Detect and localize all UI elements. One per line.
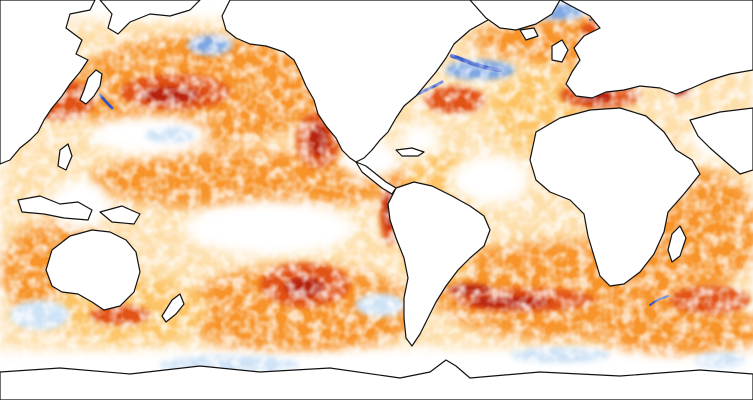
land-iceland [519, 27, 539, 41]
land-asia-west [0, 0, 96, 165]
land-ne-siberia [99, 0, 201, 35]
land-south-america [387, 181, 491, 347]
land-africa [529, 107, 701, 287]
land-antarctica [0, 359, 753, 400]
land-australia [45, 229, 141, 311]
land-madagascar [667, 225, 687, 263]
land-indonesia [17, 195, 93, 221]
land-arabia [689, 107, 753, 175]
land-new-guinea [99, 205, 141, 225]
land-philippines [57, 143, 73, 171]
land-caribbean [395, 147, 425, 157]
land-europe [559, 0, 753, 99]
land-new-zealand [161, 293, 185, 323]
land-greenland [469, 0, 561, 31]
land-british-isles [551, 39, 569, 63]
land-japan [79, 69, 103, 105]
